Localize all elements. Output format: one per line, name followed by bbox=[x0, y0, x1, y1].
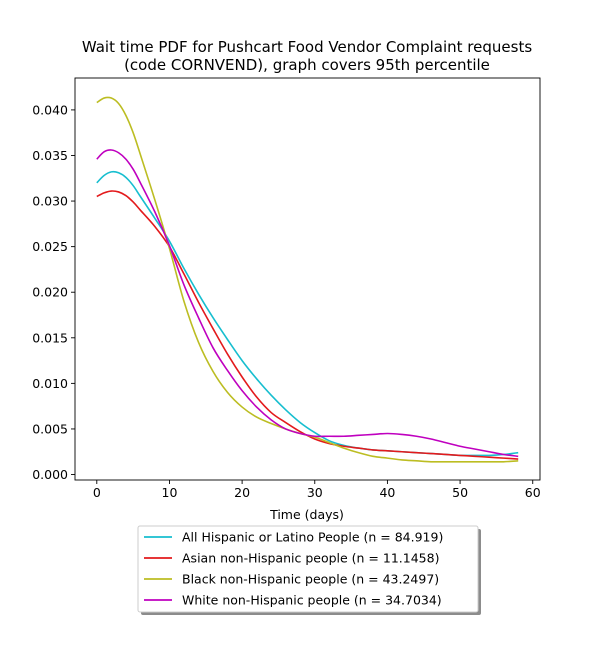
y-tick-label: 0.025 bbox=[32, 239, 68, 254]
y-tick-label: 0.015 bbox=[32, 330, 68, 345]
y-tick-label: 0.010 bbox=[32, 376, 68, 391]
series-line-4 bbox=[96, 149, 519, 458]
chart-title-line1: Wait time PDF for Pushcart Food Vendor C… bbox=[82, 38, 532, 56]
y-tick-label: 0.040 bbox=[32, 102, 68, 117]
x-tick-label: 30 bbox=[307, 485, 323, 500]
legend-label-1: All Hispanic or Latino People (n = 84.91… bbox=[182, 530, 443, 545]
legend-label-2: Asian non-Hispanic people (n = 11.1458) bbox=[182, 551, 439, 566]
legend: All Hispanic or Latino People (n = 84.91… bbox=[137, 525, 481, 615]
plot-background bbox=[75, 78, 540, 480]
y-tick-label: 0.035 bbox=[32, 148, 68, 163]
chart-title-line2: (code CORNVEND), graph covers 95th perce… bbox=[124, 56, 490, 74]
legend-label-3: Black non-Hispanic people (n = 43.2497) bbox=[182, 572, 439, 587]
legend-label-4: White non-Hispanic people (n = 34.7034) bbox=[182, 593, 442, 608]
x-tick-label: 40 bbox=[379, 485, 395, 500]
y-tick-label: 0.030 bbox=[32, 194, 68, 209]
legend-box bbox=[137, 525, 479, 613]
x-tick-label: 50 bbox=[452, 485, 468, 500]
y-tick-label: 0.020 bbox=[32, 285, 68, 300]
plot-area bbox=[75, 78, 540, 480]
series-line-2 bbox=[96, 190, 519, 460]
x-tick-label: 20 bbox=[234, 485, 250, 500]
axes-frame bbox=[74, 77, 541, 481]
x-axis-label: Time (days) bbox=[269, 507, 344, 522]
y-tick-label: 0.005 bbox=[32, 421, 68, 436]
x-tick-label: 60 bbox=[525, 485, 541, 500]
series-layer bbox=[96, 96, 519, 463]
x-tick-label: 10 bbox=[162, 485, 178, 500]
axes-layer: 0 10 20 30 40 50 60 0.000 0.005 0.010 0.015 0.020 0.… bbox=[32, 77, 541, 500]
x-tick-label: 0 bbox=[93, 485, 101, 500]
y-tick-label: 0.000 bbox=[32, 467, 68, 482]
